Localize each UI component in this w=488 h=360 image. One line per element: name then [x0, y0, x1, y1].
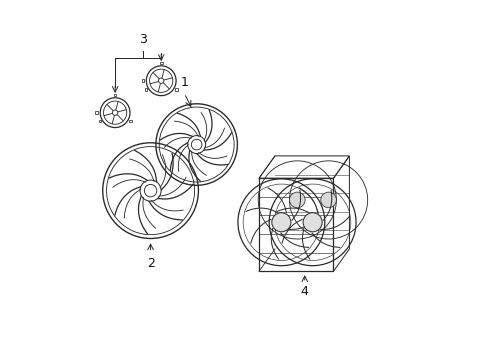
Circle shape: [271, 213, 290, 232]
Circle shape: [303, 213, 322, 232]
Circle shape: [289, 192, 305, 208]
Text: 4: 4: [300, 285, 308, 298]
Circle shape: [320, 192, 336, 208]
Text: 2: 2: [146, 257, 154, 270]
Circle shape: [144, 184, 157, 197]
Circle shape: [191, 139, 202, 150]
Text: 1: 1: [180, 76, 188, 89]
Text: 3: 3: [139, 33, 147, 46]
